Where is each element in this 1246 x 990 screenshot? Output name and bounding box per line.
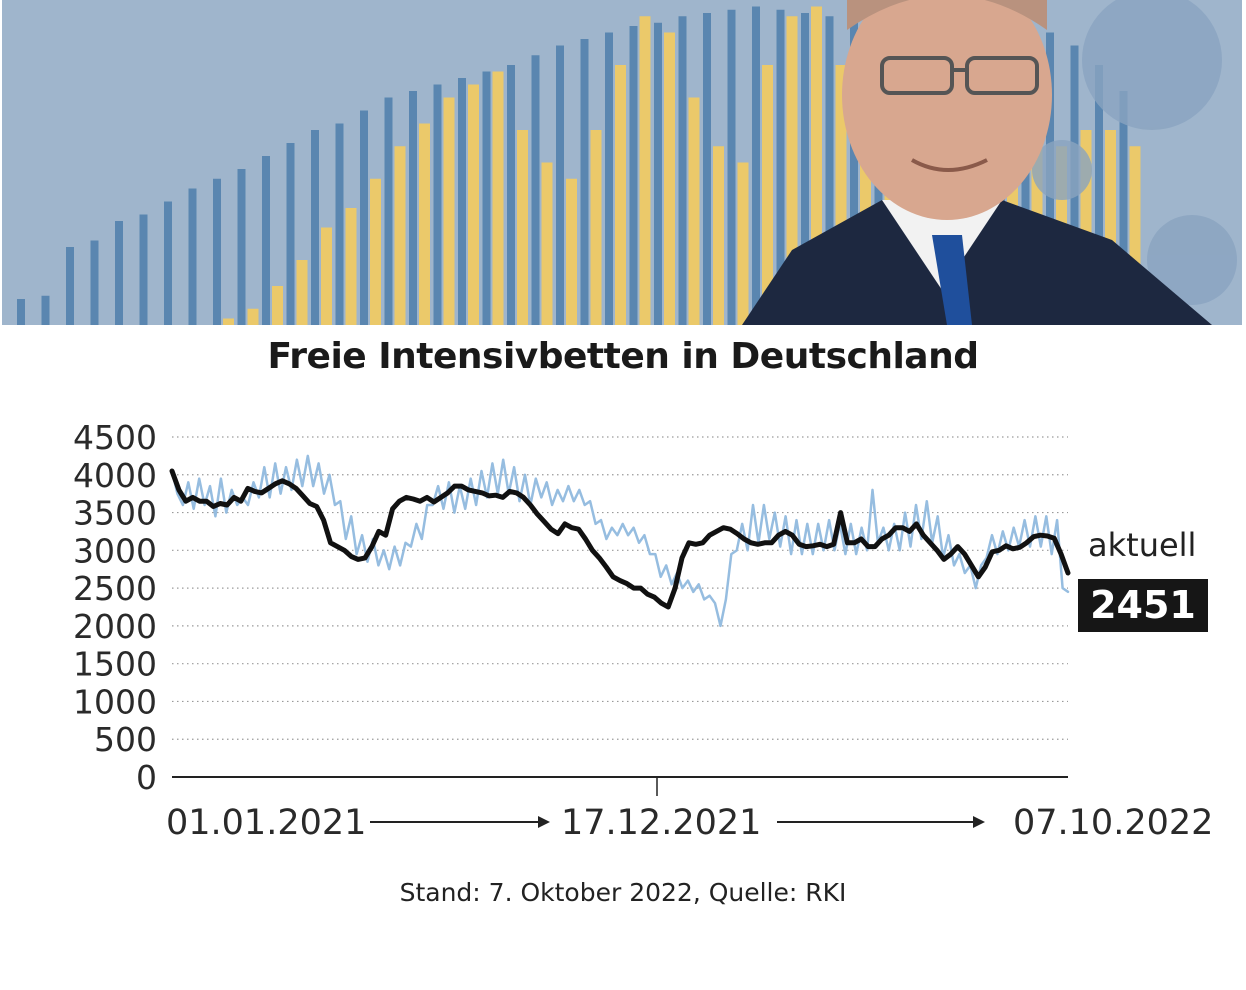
decorative-bar bbox=[296, 260, 308, 325]
decorative-bar bbox=[482, 71, 491, 325]
decorative-bar bbox=[409, 91, 417, 325]
y-tick-label: 3500 bbox=[73, 494, 157, 533]
decorative-bar bbox=[345, 208, 357, 325]
x-label-end: 07.10.2022 bbox=[1013, 803, 1214, 843]
decorative-bar bbox=[1095, 65, 1103, 325]
decorative-bar bbox=[223, 318, 234, 325]
header-image bbox=[2, 0, 1242, 325]
decorative-bar bbox=[801, 13, 809, 325]
decorative-bar bbox=[17, 299, 25, 325]
virus-icon bbox=[1032, 0, 1237, 305]
y-tick-label: 3000 bbox=[73, 531, 157, 570]
decorative-bar bbox=[458, 78, 466, 325]
arrow-right-icon bbox=[777, 816, 985, 828]
y-tick-label: 2500 bbox=[73, 569, 157, 608]
series-line-daily bbox=[170, 454, 1070, 628]
decorative-bar bbox=[776, 9, 785, 325]
decorative-bar bbox=[115, 221, 123, 325]
decorative-bar bbox=[272, 286, 283, 325]
decorative-bar bbox=[468, 84, 479, 325]
decorative-bar bbox=[213, 178, 221, 325]
decorative-bar bbox=[517, 130, 528, 325]
series-line-average bbox=[169, 468, 1071, 610]
decorative-bar bbox=[556, 45, 564, 325]
current-label: aktuell bbox=[1088, 526, 1197, 564]
decorative-bar bbox=[1080, 130, 1092, 325]
decorative-bar bbox=[247, 308, 259, 325]
decorative-bar bbox=[311, 130, 319, 325]
decorative-bar bbox=[433, 84, 442, 325]
decorative-bar bbox=[605, 32, 613, 325]
decorative-bar bbox=[678, 16, 687, 325]
decorative-bar bbox=[835, 65, 847, 325]
source-note: Stand: 7. Oktober 2022, Quelle: RKI bbox=[399, 878, 847, 907]
decorative-bar bbox=[321, 227, 332, 325]
decorative-bar bbox=[531, 55, 540, 325]
decorative-bar bbox=[66, 247, 74, 325]
decorative-bar bbox=[825, 16, 834, 325]
decorative-bar bbox=[737, 162, 749, 325]
x-label-start: 01.01.2021 bbox=[166, 803, 367, 843]
decorative-bar bbox=[507, 65, 515, 325]
decorative-bar bbox=[639, 16, 651, 325]
decorative-bar bbox=[541, 162, 553, 325]
decorative-bar bbox=[850, 19, 858, 325]
decorative-bar bbox=[654, 22, 662, 325]
decorative-bar bbox=[394, 146, 406, 325]
decorative-bar bbox=[811, 6, 822, 325]
decorative-bar bbox=[90, 240, 99, 325]
y-tick-label: 1000 bbox=[73, 682, 157, 721]
grid-lines bbox=[172, 436, 1068, 740]
decorative-bar bbox=[164, 201, 172, 325]
current-value-badge: 2451 bbox=[1078, 579, 1208, 632]
decorative-bar bbox=[335, 123, 344, 325]
decorative-bar bbox=[590, 130, 602, 325]
decorative-bar bbox=[419, 123, 430, 325]
y-tick-label: 500 bbox=[94, 720, 157, 759]
decorative-bar bbox=[1007, 65, 1018, 325]
decorative-bar bbox=[688, 97, 700, 325]
decorative-bar bbox=[384, 97, 393, 325]
decorative-bar bbox=[1129, 146, 1141, 325]
decorative-bar bbox=[703, 13, 711, 325]
decorative-bar bbox=[752, 6, 760, 325]
decorative-bar bbox=[443, 97, 455, 325]
header-illustration bbox=[2, 0, 1242, 325]
decorative-bar bbox=[370, 178, 381, 325]
arrow-right-icon bbox=[370, 816, 550, 828]
decorative-bar bbox=[615, 65, 626, 325]
decorative-bar bbox=[360, 110, 368, 325]
decorative-bar bbox=[580, 39, 589, 325]
y-tick-label: 1500 bbox=[73, 645, 157, 684]
y-tick-label: 4000 bbox=[73, 456, 157, 495]
y-tick-label: 2000 bbox=[73, 607, 157, 646]
decorative-bar bbox=[1105, 130, 1116, 325]
decorative-bar bbox=[188, 188, 197, 325]
decorative-bar bbox=[1119, 91, 1128, 325]
decorative-bar bbox=[262, 156, 270, 325]
decorative-bar bbox=[786, 16, 798, 325]
decorative-bar bbox=[762, 65, 773, 325]
y-tick-label: 0 bbox=[136, 758, 157, 797]
y-tick-label: 4500 bbox=[73, 418, 157, 457]
decorative-bar bbox=[492, 71, 504, 325]
decorative-bar bbox=[727, 9, 736, 325]
x-label-mid: 17.12.2021 bbox=[561, 803, 762, 843]
decorative-bar bbox=[629, 26, 638, 325]
decorative-bar bbox=[664, 32, 675, 325]
decorative-bar bbox=[139, 214, 148, 325]
decorative-bar bbox=[713, 146, 724, 325]
decorative-bar bbox=[41, 295, 50, 325]
decorative-bar bbox=[566, 178, 577, 325]
series-group bbox=[169, 454, 1071, 628]
decorative-bar bbox=[286, 143, 295, 325]
chart-title: Freie Intensivbetten in Deutschland bbox=[267, 336, 979, 377]
person-portrait-icon bbox=[742, 0, 1212, 325]
decorative-bar bbox=[237, 169, 246, 325]
